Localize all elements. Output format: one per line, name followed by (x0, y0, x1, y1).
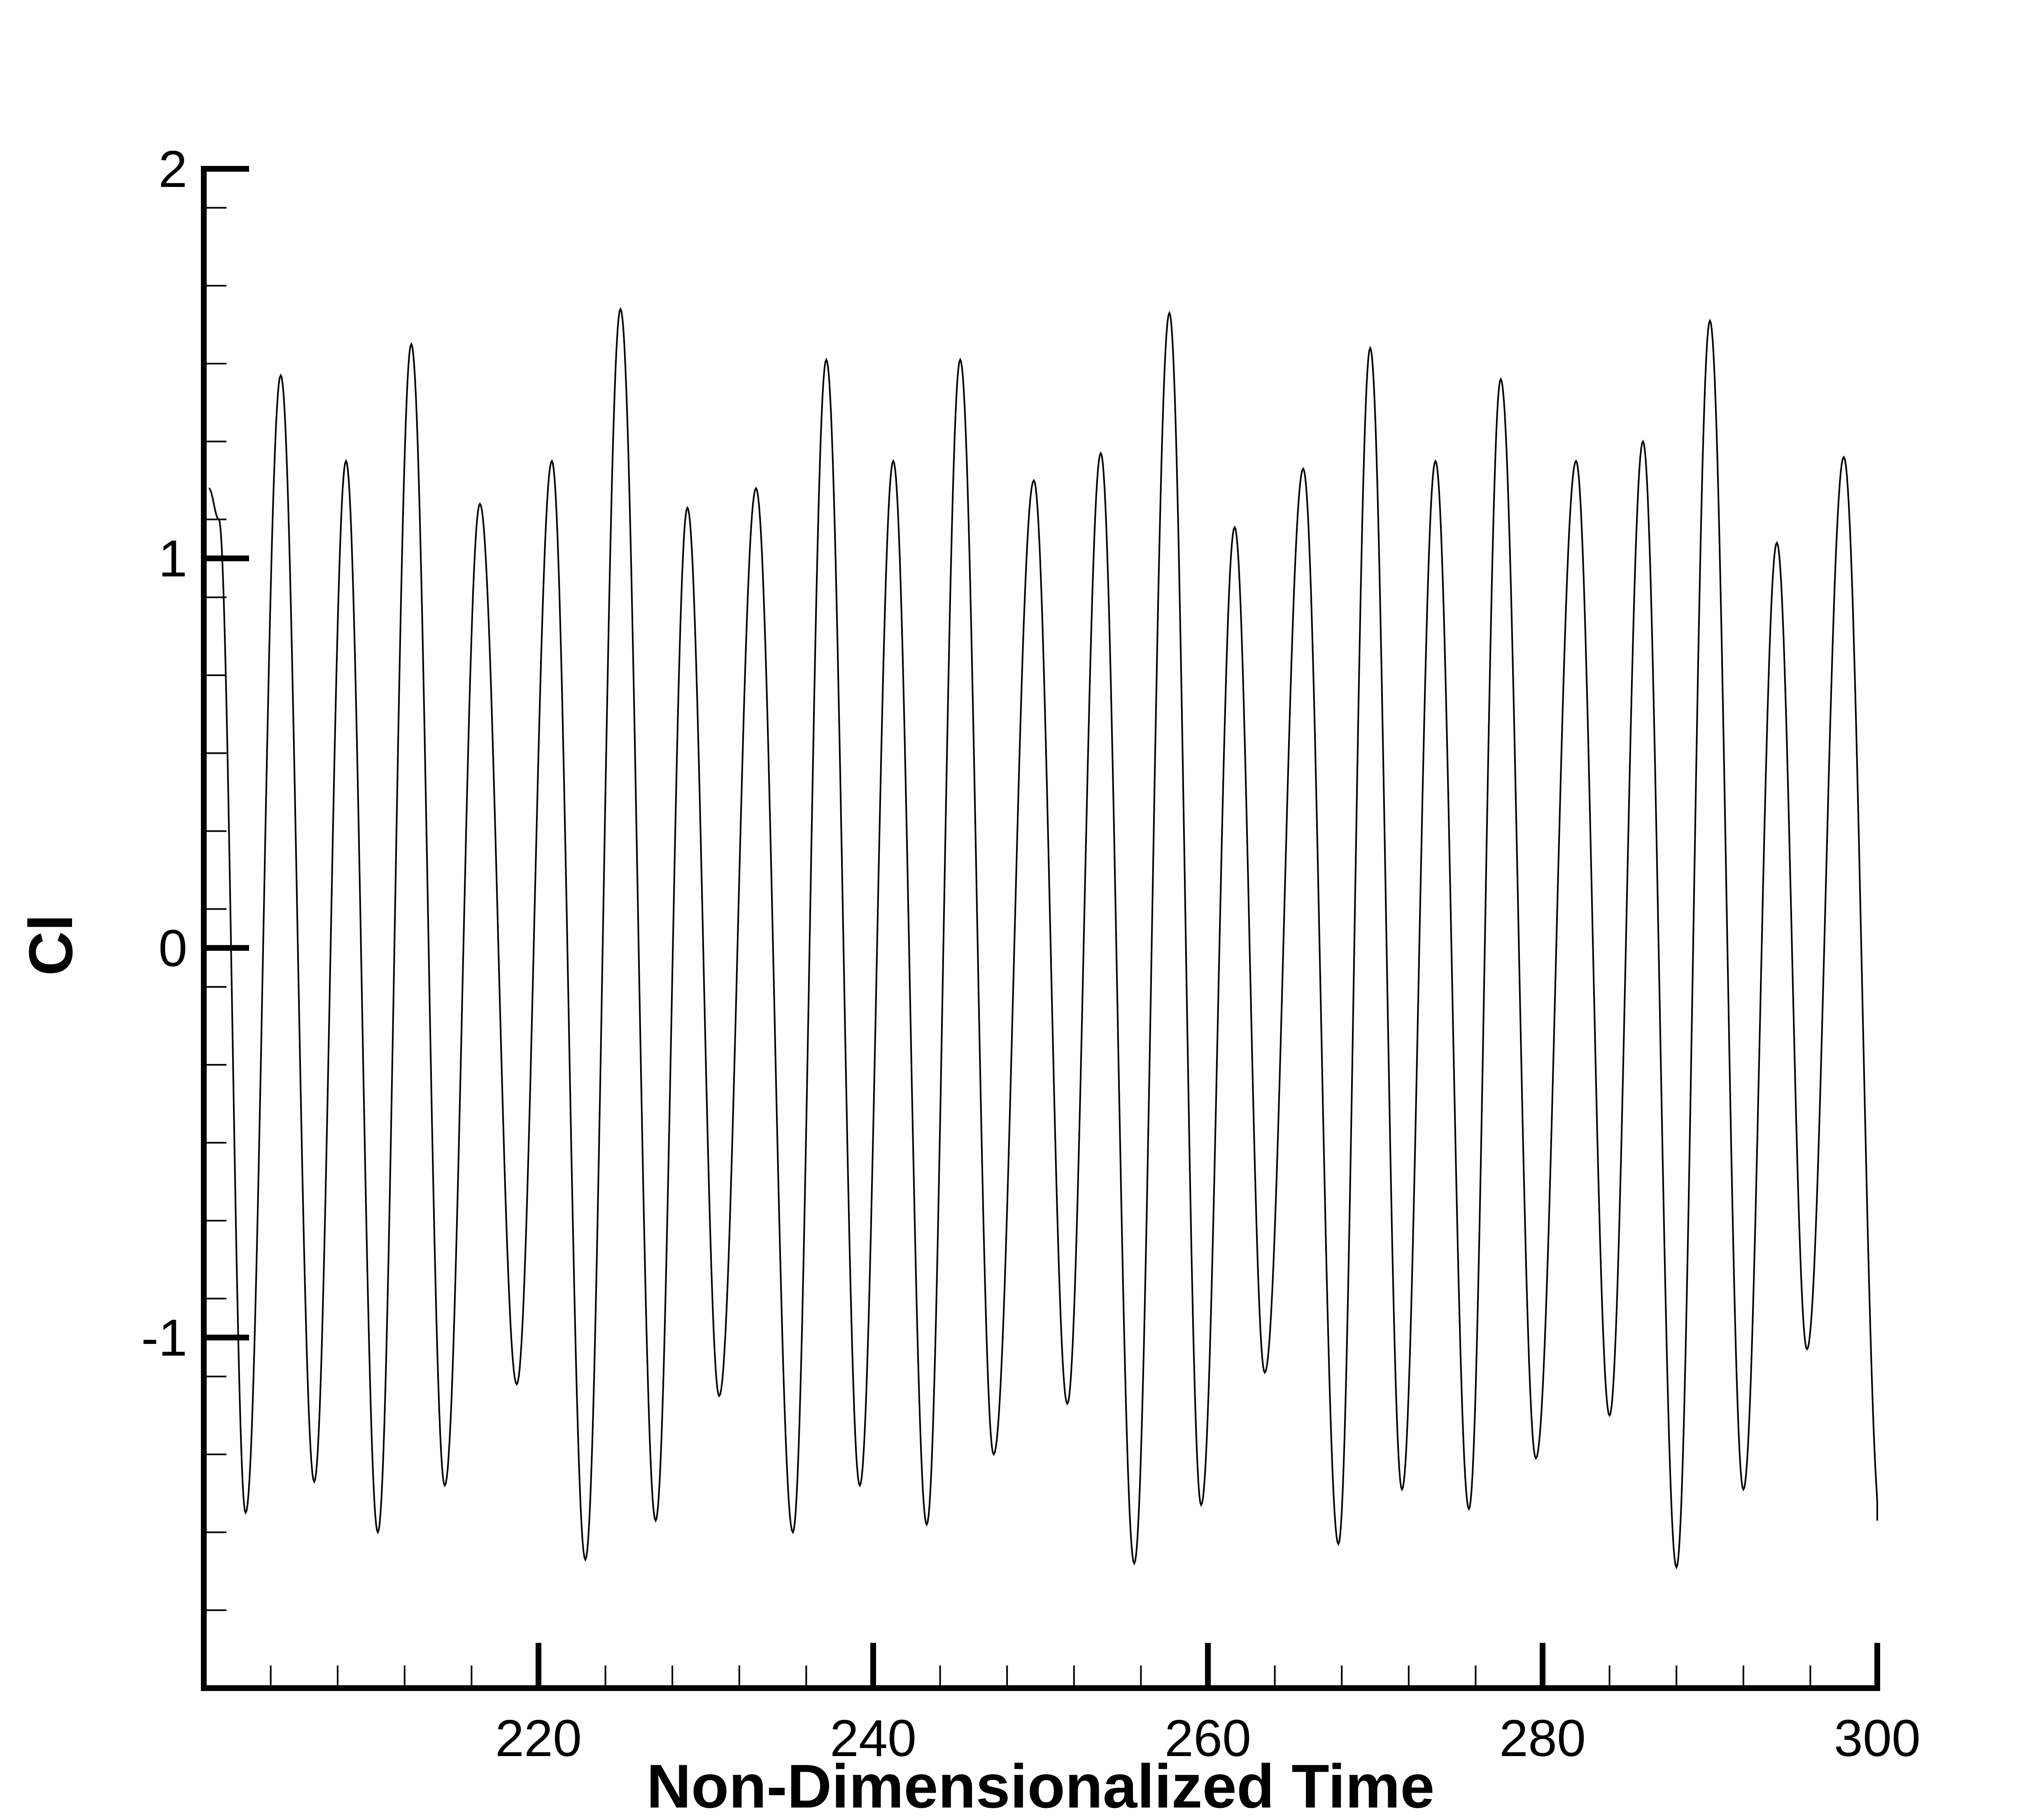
y-tick-label: 2 (158, 140, 187, 198)
y-tick-label: 1 (158, 529, 187, 588)
y-axis-label: Cl (16, 914, 85, 976)
x-tick-label: 300 (1834, 1709, 1920, 1767)
major-ticks (204, 166, 1880, 1688)
x-tick-label: 220 (495, 1709, 582, 1767)
x-tick-label: 280 (1499, 1709, 1586, 1767)
x-axis-label: Non-Dimensionalized Time (646, 1752, 1434, 1817)
tick-labels: 220 240 260 280 300 -1 0 1 2 (141, 140, 1920, 1767)
x-tick-label: 260 (1165, 1709, 1251, 1767)
y-tick-label: -1 (141, 1309, 187, 1367)
series-line-cl (208, 307, 1878, 1570)
y-tick-label: 0 (158, 919, 187, 977)
x-tick-label: 240 (830, 1709, 916, 1767)
